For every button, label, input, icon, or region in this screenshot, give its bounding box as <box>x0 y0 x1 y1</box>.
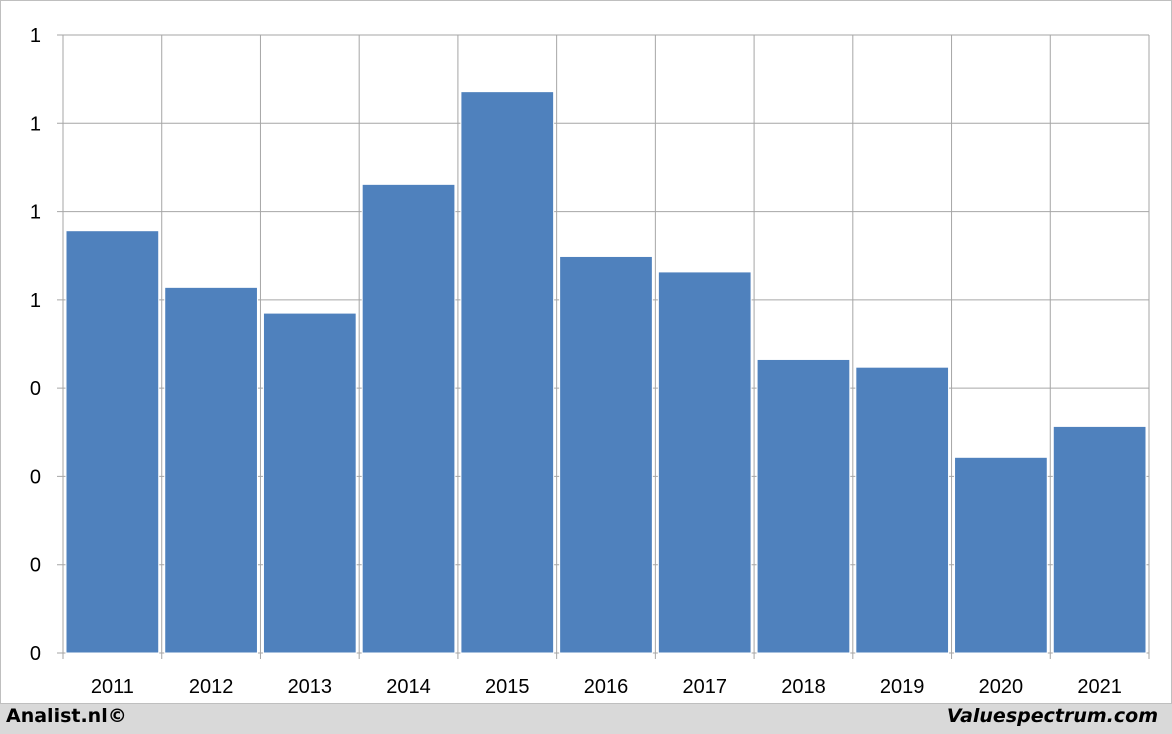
y-tick-label: 0 <box>30 466 41 488</box>
bar-chart: 0 0 0 0 1 1 1 1 2011 2012 2013 2014 2015 2016 2017 2018… <box>30 25 1150 698</box>
x-tick-label: 2020 <box>979 676 1024 698</box>
bar-2019 <box>855 366 950 654</box>
bar-2016 <box>559 255 653 654</box>
footer-bar: Analist.nl© Valuespectrum.com <box>0 704 1172 734</box>
bar-2011 <box>65 230 160 654</box>
y-tick-label: 1 <box>30 25 41 47</box>
x-tick-label: 2011 <box>91 676 134 698</box>
bar-2015 <box>460 91 555 654</box>
y-tick-label: 0 <box>30 555 41 577</box>
bar-2013 <box>262 312 357 654</box>
x-tick-label: 2018 <box>781 676 826 698</box>
x-tick-label: 2017 <box>682 676 727 698</box>
bar-2020 <box>954 456 1048 654</box>
bar-2018 <box>756 358 851 654</box>
y-tick-label: 1 <box>30 113 41 135</box>
x-tick-label: 2021 <box>1077 676 1122 698</box>
x-tick-label: 2015 <box>485 676 530 698</box>
y-tick-label: 1 <box>30 290 41 312</box>
footer-left-credit: Analist.nl© <box>6 705 127 727</box>
footer-right-credit: Valuespectrum.com <box>946 705 1158 727</box>
y-tick-label: 1 <box>30 202 41 224</box>
bar-2012 <box>164 286 258 654</box>
bar-2014 <box>361 183 456 654</box>
bar-2017 <box>657 271 752 654</box>
chart-frame: 0 0 0 0 1 1 1 1 2011 2012 2013 2014 2015 2016 2017 2018… <box>0 0 1172 704</box>
x-tick-label: 2019 <box>880 676 925 698</box>
x-tick-label: 2014 <box>386 676 431 698</box>
x-tick-label: 2013 <box>288 676 333 698</box>
y-tick-label: 0 <box>30 378 41 400</box>
y-tick-label: 0 <box>30 643 41 665</box>
x-tick-label: 2016 <box>584 676 629 698</box>
x-tick-label: 2012 <box>189 676 234 698</box>
bar-2021 <box>1052 425 1147 654</box>
